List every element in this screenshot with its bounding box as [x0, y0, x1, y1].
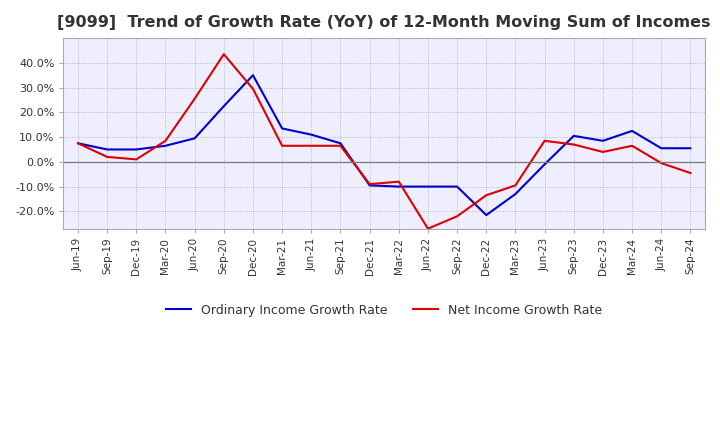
Title: [9099]  Trend of Growth Rate (YoY) of 12-Month Moving Sum of Incomes: [9099] Trend of Growth Rate (YoY) of 12-… — [58, 15, 711, 30]
Ordinary Income Growth Rate — [511, 191, 520, 197]
Ordinary Income Growth Rate — [657, 146, 665, 151]
Ordinary Income Growth Rate — [248, 73, 257, 78]
Ordinary Income Growth Rate — [453, 184, 462, 189]
Ordinary Income Growth Rate — [73, 141, 82, 146]
Net Income Growth Rate — [423, 226, 432, 231]
Net Income Growth Rate — [482, 193, 490, 198]
Net Income Growth Rate — [570, 142, 578, 147]
Ordinary Income Growth Rate — [161, 143, 170, 148]
Ordinary Income Growth Rate — [395, 184, 403, 189]
Ordinary Income Growth Rate — [540, 161, 549, 167]
Net Income Growth Rate — [540, 138, 549, 143]
Ordinary Income Growth Rate — [598, 138, 607, 143]
Ordinary Income Growth Rate — [423, 184, 432, 189]
Line: Ordinary Income Growth Rate: Ordinary Income Growth Rate — [78, 75, 690, 215]
Ordinary Income Growth Rate — [365, 183, 374, 188]
Ordinary Income Growth Rate — [570, 133, 578, 139]
Net Income Growth Rate — [336, 143, 345, 148]
Ordinary Income Growth Rate — [482, 213, 490, 218]
Ordinary Income Growth Rate — [220, 103, 228, 109]
Ordinary Income Growth Rate — [686, 146, 695, 151]
Net Income Growth Rate — [132, 157, 140, 162]
Net Income Growth Rate — [73, 141, 82, 146]
Ordinary Income Growth Rate — [278, 126, 287, 131]
Net Income Growth Rate — [365, 181, 374, 187]
Ordinary Income Growth Rate — [628, 128, 636, 134]
Line: Net Income Growth Rate: Net Income Growth Rate — [78, 54, 690, 229]
Ordinary Income Growth Rate — [190, 136, 199, 141]
Ordinary Income Growth Rate — [103, 147, 112, 152]
Legend: Ordinary Income Growth Rate, Net Income Growth Rate: Ordinary Income Growth Rate, Net Income … — [161, 298, 607, 322]
Net Income Growth Rate — [598, 149, 607, 154]
Net Income Growth Rate — [307, 143, 315, 148]
Net Income Growth Rate — [628, 143, 636, 148]
Net Income Growth Rate — [686, 170, 695, 176]
Net Income Growth Rate — [190, 96, 199, 101]
Net Income Growth Rate — [103, 154, 112, 160]
Ordinary Income Growth Rate — [336, 141, 345, 146]
Ordinary Income Growth Rate — [132, 147, 140, 152]
Net Income Growth Rate — [161, 138, 170, 143]
Ordinary Income Growth Rate — [307, 132, 315, 137]
Net Income Growth Rate — [248, 86, 257, 92]
Net Income Growth Rate — [395, 179, 403, 184]
Net Income Growth Rate — [220, 51, 228, 57]
Net Income Growth Rate — [511, 183, 520, 188]
Net Income Growth Rate — [278, 143, 287, 148]
Net Income Growth Rate — [453, 214, 462, 219]
Net Income Growth Rate — [657, 161, 665, 166]
